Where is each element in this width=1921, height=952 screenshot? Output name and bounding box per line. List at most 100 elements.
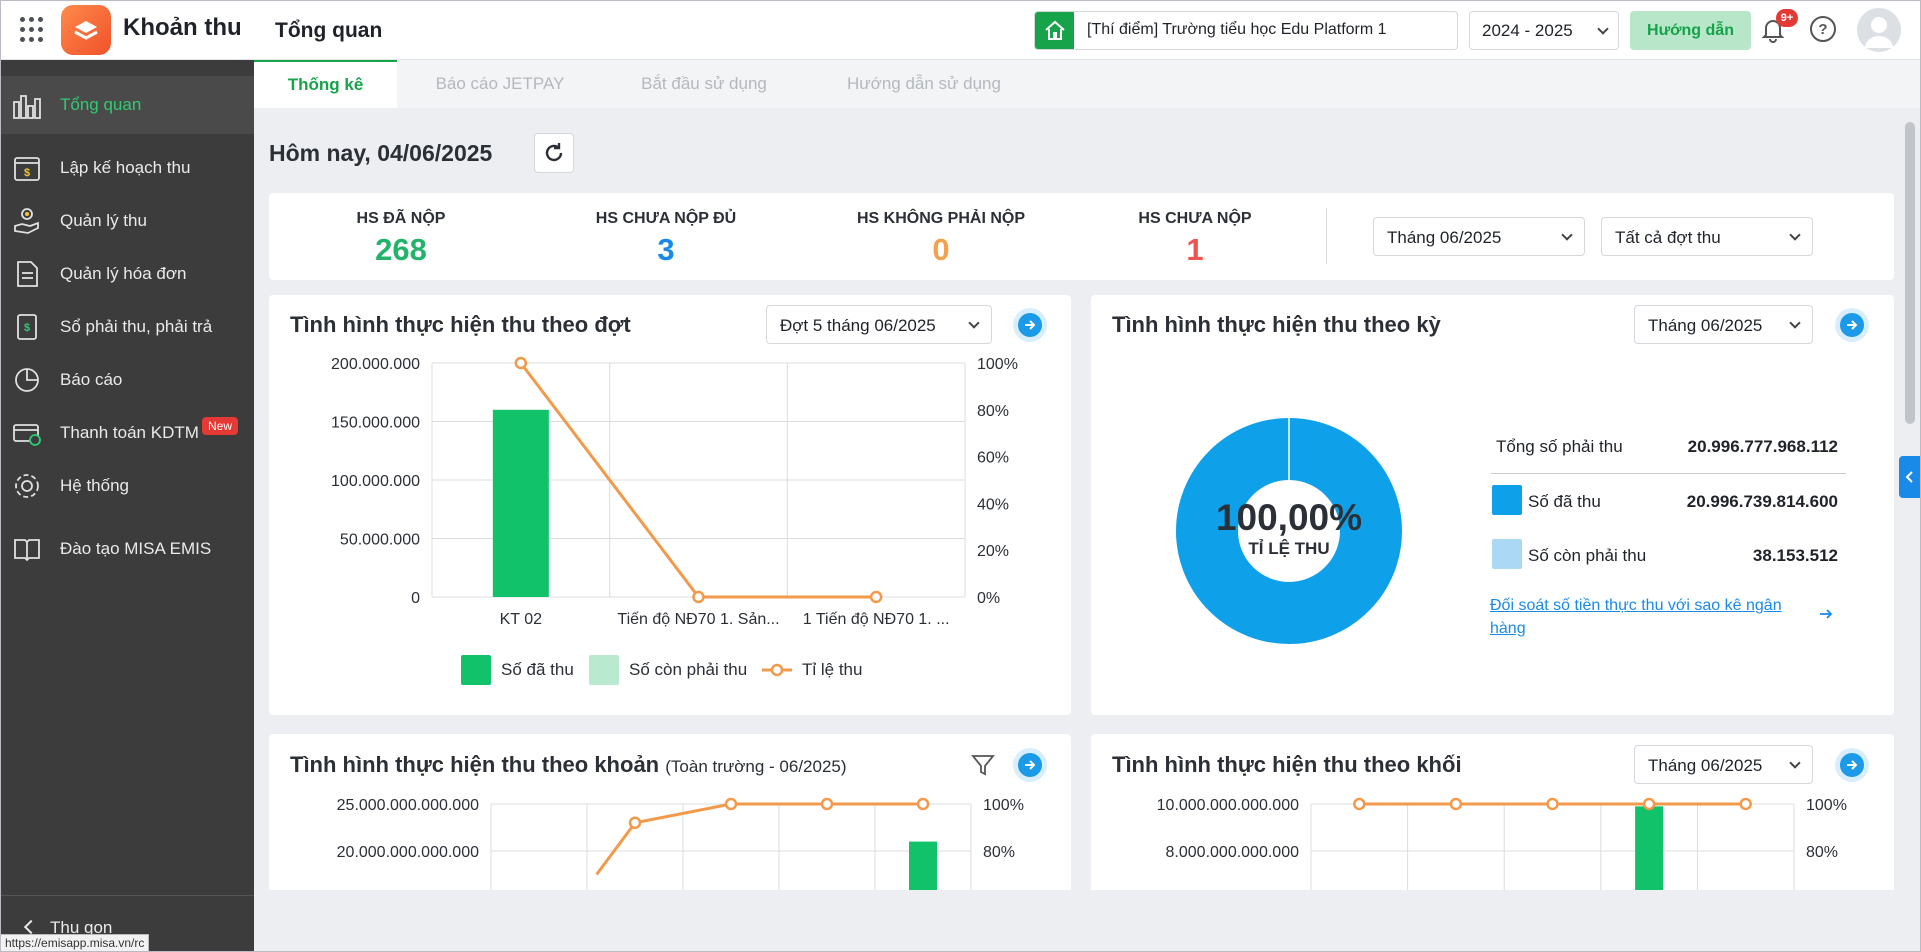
remaining-swatch — [1492, 539, 1522, 569]
collapse-button[interactable]: Thu gọn — [0, 895, 254, 952]
grade-detail-button[interactable] — [1835, 748, 1869, 782]
card-payment-icon — [13, 424, 41, 446]
period-detail-button[interactable] — [1835, 308, 1869, 342]
collected-swatch — [1492, 485, 1522, 515]
side-panel-toggle[interactable] — [1899, 456, 1921, 498]
y2-tick-label: 20% — [977, 543, 1009, 560]
y-tick-label: 8.000.000.000.000 — [1166, 844, 1300, 861]
batch-collection-card — [269, 295, 1071, 715]
legend-label: Số đã thu — [501, 660, 574, 679]
stat-unpaid: HS CHƯA NỘP 1 — [1085, 210, 1305, 268]
notification-badge: 9+ — [1776, 9, 1798, 27]
stat-label: HS CHƯA NỘP — [1138, 210, 1252, 227]
stat-label: HS KHÔNG PHẢI NỘP — [856, 210, 1025, 227]
sidebar-item-label: Thanh toán KDTM — [60, 423, 199, 442]
sidebar-item-invoice[interactable]: Quản lý hóa đơn — [0, 245, 254, 303]
arrow-right-icon[interactable] — [1818, 606, 1834, 622]
y-tick-label: 20.000.000.000.000 — [337, 844, 479, 861]
batch-filter-select[interactable]: Tất cả đợt thu — [1601, 217, 1813, 256]
pie-chart-icon — [15, 368, 39, 392]
tab-getting-started[interactable]: Bắt đầu sử dụng — [641, 74, 767, 93]
period-select[interactable]: Tháng 06/2025 — [1634, 305, 1813, 344]
item-chart: 25.000.000.000.000 20.000.000.000.000 100%… — [337, 797, 1024, 890]
y-tick-label: 50.000.000 — [340, 532, 420, 549]
legend-collected[interactable]: Số đã thu — [461, 655, 574, 685]
rate-point — [1353, 797, 1366, 811]
sidebar-item-payment[interactable]: Thanh toán KDTM New — [0, 404, 254, 462]
legend-swatch — [461, 655, 491, 685]
arrow-right-icon — [1840, 313, 1864, 337]
grade-select[interactable]: Tháng 06/2025 — [1634, 745, 1813, 784]
item-detail-button[interactable] — [1013, 748, 1047, 782]
sidebar-item-label: Hệ thống — [60, 476, 129, 495]
new-badge: New — [202, 417, 239, 435]
sidebar-item-label: Lập kế hoạch thu — [60, 158, 191, 177]
chevron-left-icon — [1905, 471, 1913, 483]
rate-point — [1739, 797, 1752, 811]
y2-tick-label: 60% — [977, 450, 1009, 467]
legend-remaining[interactable]: Số còn phải thu — [589, 655, 747, 685]
rate-point — [820, 797, 834, 811]
school-selector[interactable]: [Thí điểm] Trường tiểu học Edu Platform … — [1034, 11, 1458, 50]
sidebar-item-plan[interactable]: $ Lập kế hoạch thu — [0, 139, 254, 197]
chevron-down-icon — [968, 317, 980, 329]
period-card-title: Tình hình thực hiện thu theo kỳ — [1112, 312, 1441, 337]
rate-point — [1546, 797, 1559, 811]
tab-jetpay-report[interactable]: Báo cáo JETPAY — [435, 74, 565, 93]
refresh-button[interactable] — [534, 133, 574, 173]
refresh-icon — [545, 143, 563, 162]
month-filter-value: Tháng 06/2025 — [1387, 228, 1502, 247]
batch-select[interactable]: Đợt 5 tháng 06/2025 — [766, 305, 992, 344]
legend-rate[interactable]: Tỉ lệ thu — [762, 655, 862, 685]
filter-icon[interactable] — [970, 752, 996, 778]
month-filter-select[interactable]: Tháng 06/2025 — [1373, 217, 1585, 256]
guide-button[interactable]: Hướng dẫn — [1630, 11, 1751, 50]
tab-statistics[interactable]: Thống kê — [254, 60, 397, 108]
help-icon[interactable]: ? — [1810, 16, 1836, 42]
today-label: Hôm nay, 04/06/2025 — [269, 140, 493, 166]
summary-label: Số đã thu — [1528, 492, 1601, 511]
rate-point — [692, 590, 705, 604]
item-card-title-text: Tình hình thực hiện thu theo khoản — [290, 752, 660, 777]
svg-text:$: $ — [24, 167, 30, 179]
arrow-right-icon — [1018, 313, 1042, 337]
bar — [1635, 806, 1664, 890]
chevron-down-icon — [1789, 757, 1801, 769]
avatar[interactable] — [1857, 8, 1901, 52]
batch-filter-value: Tất cả đợt thu — [1615, 228, 1721, 247]
tab-bar: Thống kê Báo cáo JETPAY Bắt đầu sử dụng … — [254, 60, 1921, 108]
app-grid-icon[interactable] — [20, 17, 46, 43]
rate-point — [628, 816, 642, 830]
tab-user-guide[interactable]: Hướng dẫn sử dụng — [847, 74, 1001, 93]
batch-detail-button[interactable] — [1013, 308, 1047, 342]
rate-point — [916, 797, 930, 811]
chevron-down-icon — [1789, 229, 1801, 241]
sidebar-item-overview[interactable]: Tổng quan — [0, 76, 254, 134]
sidebar-item-training[interactable]: Đào tạo MISA EMIS — [0, 520, 254, 578]
period-select-value: Tháng 06/2025 — [1648, 316, 1763, 335]
stat-label: HS CHƯA NỘP ĐỦ — [595, 210, 737, 227]
stat-label: HS ĐÃ NỘP — [356, 210, 446, 227]
item-card-title: Tình hình thực hiện thu theo khoản (Toàn… — [290, 752, 847, 778]
app-logo-icon[interactable] — [61, 5, 111, 55]
sidebar-item-ledger[interactable]: $ Sổ phải thu, phải trả — [0, 298, 254, 356]
legend-swatch — [589, 655, 619, 685]
sidebar-item-system[interactable]: Hệ thống — [0, 457, 254, 515]
bank-reconcile-link[interactable]: Đối soát số tiền thực thu với sao kê ngâ… — [1490, 597, 1782, 637]
sidebar-item-report[interactable]: Báo cáo — [0, 351, 254, 409]
y2-tick-label: 100% — [977, 356, 1018, 373]
summary-divider — [1491, 473, 1846, 474]
content-bottom — [254, 890, 1903, 952]
y2-tick-label: 80% — [983, 844, 1015, 861]
stat-value: 3 — [657, 232, 675, 267]
sidebar-item-collect[interactable]: Quản lý thu — [0, 192, 254, 250]
stat-partial: HS CHƯA NỘP ĐỦ 3 — [556, 210, 776, 268]
sidebar-item-label: Báo cáo — [60, 370, 123, 389]
chevron-left-icon — [23, 919, 39, 935]
stat-exempt: HS KHÔNG PHẢI NỘP 0 — [821, 210, 1061, 268]
rate-point — [1449, 797, 1463, 811]
scrollbar-thumb[interactable] — [1905, 122, 1915, 424]
y-tick-label: 0 — [411, 590, 420, 607]
school-year-select[interactable]: 2024 - 2025 — [1469, 11, 1619, 50]
bar-chart-icon — [13, 95, 41, 119]
